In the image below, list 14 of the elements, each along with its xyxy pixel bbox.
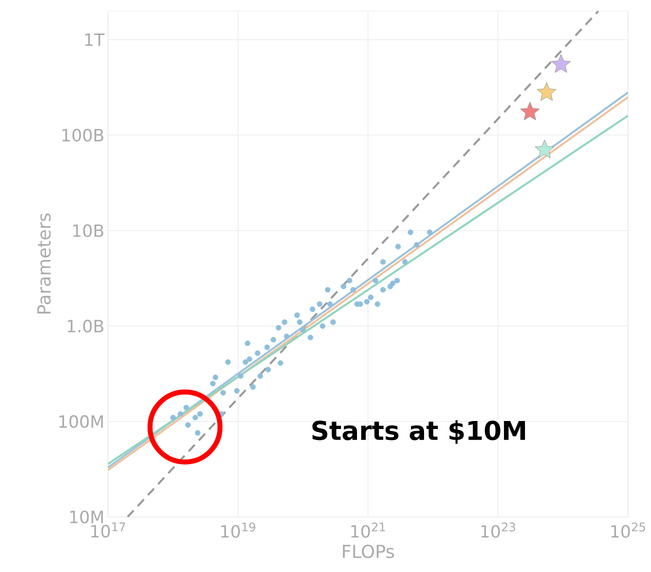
y-tick-label: 1.0B xyxy=(68,320,104,332)
y-tick-label: 10B xyxy=(73,224,104,238)
y-tick-label: 10M xyxy=(70,510,103,524)
y-axis-title: Parameters xyxy=(37,214,51,314)
y-tick-label: 100B xyxy=(62,128,104,142)
x-axis-title: FLOPs xyxy=(342,544,394,558)
x-tick-label: 10$^{19}$ xyxy=(221,522,256,538)
x-tick-label: 10$^{23}$ xyxy=(481,522,516,538)
y-tick-label: 1T xyxy=(85,34,105,46)
y-tick-label: 100M xyxy=(59,415,103,428)
x-tick-label: 10$^{17}$ xyxy=(91,522,126,538)
x-tick-label: 10$^{25}$ xyxy=(611,522,646,538)
x-tick-label: 10$^{21}$ xyxy=(351,522,385,538)
annotation: Starts at $10M xyxy=(312,420,525,444)
